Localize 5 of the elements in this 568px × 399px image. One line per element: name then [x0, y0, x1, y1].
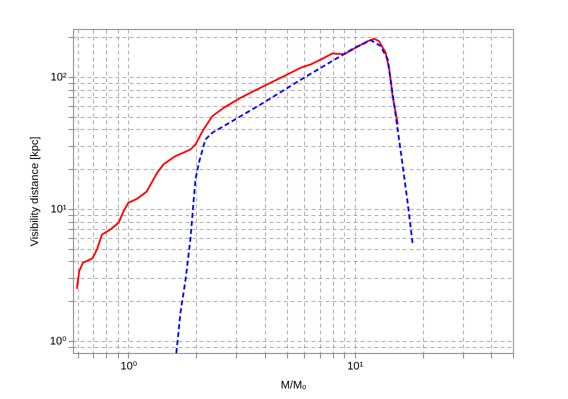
x-axis-title: M/Mₒ [280, 380, 306, 392]
y-tick-label: 10¹ [50, 203, 67, 216]
y-tick-label: 10² [50, 71, 67, 84]
y-axis-title: Visibility distance [kpc] [28, 136, 41, 246]
y-tick-label: 10⁰ [50, 335, 68, 348]
